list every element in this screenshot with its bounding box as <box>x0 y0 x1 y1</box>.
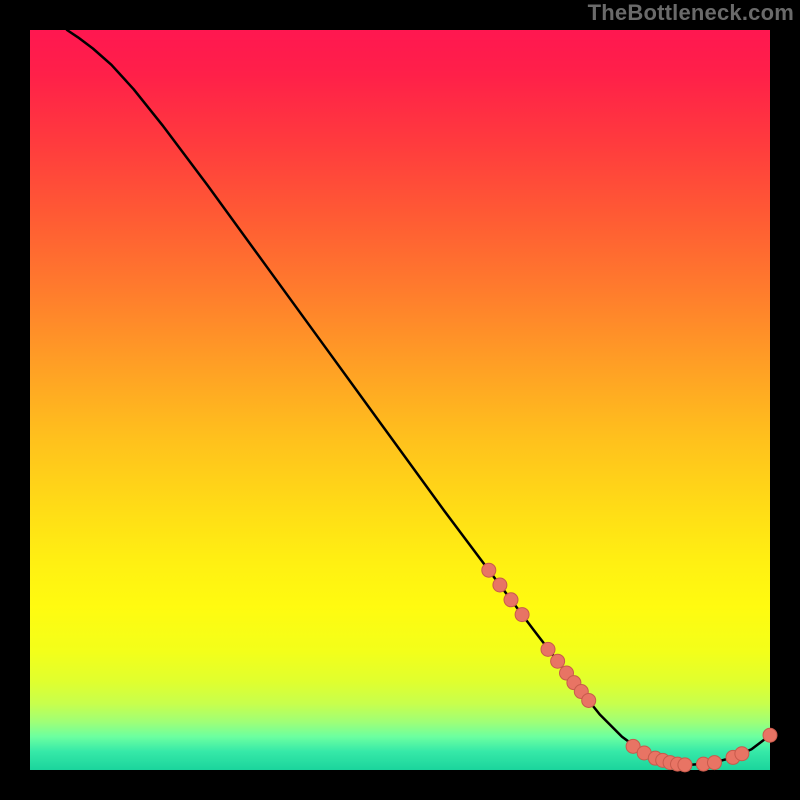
marker-point <box>493 578 507 592</box>
marker-point <box>708 756 722 770</box>
bottleneck-chart <box>0 0 800 800</box>
chart-background <box>30 30 770 770</box>
marker-point <box>582 693 596 707</box>
marker-point <box>504 593 518 607</box>
watermark-text: TheBottleneck.com <box>588 0 794 26</box>
marker-point <box>482 563 496 577</box>
marker-point <box>678 758 692 772</box>
marker-point <box>515 608 529 622</box>
marker-point <box>551 654 565 668</box>
chart-container: TheBottleneck.com <box>0 0 800 800</box>
marker-point <box>735 747 749 761</box>
marker-point <box>541 642 555 656</box>
marker-point <box>763 728 777 742</box>
